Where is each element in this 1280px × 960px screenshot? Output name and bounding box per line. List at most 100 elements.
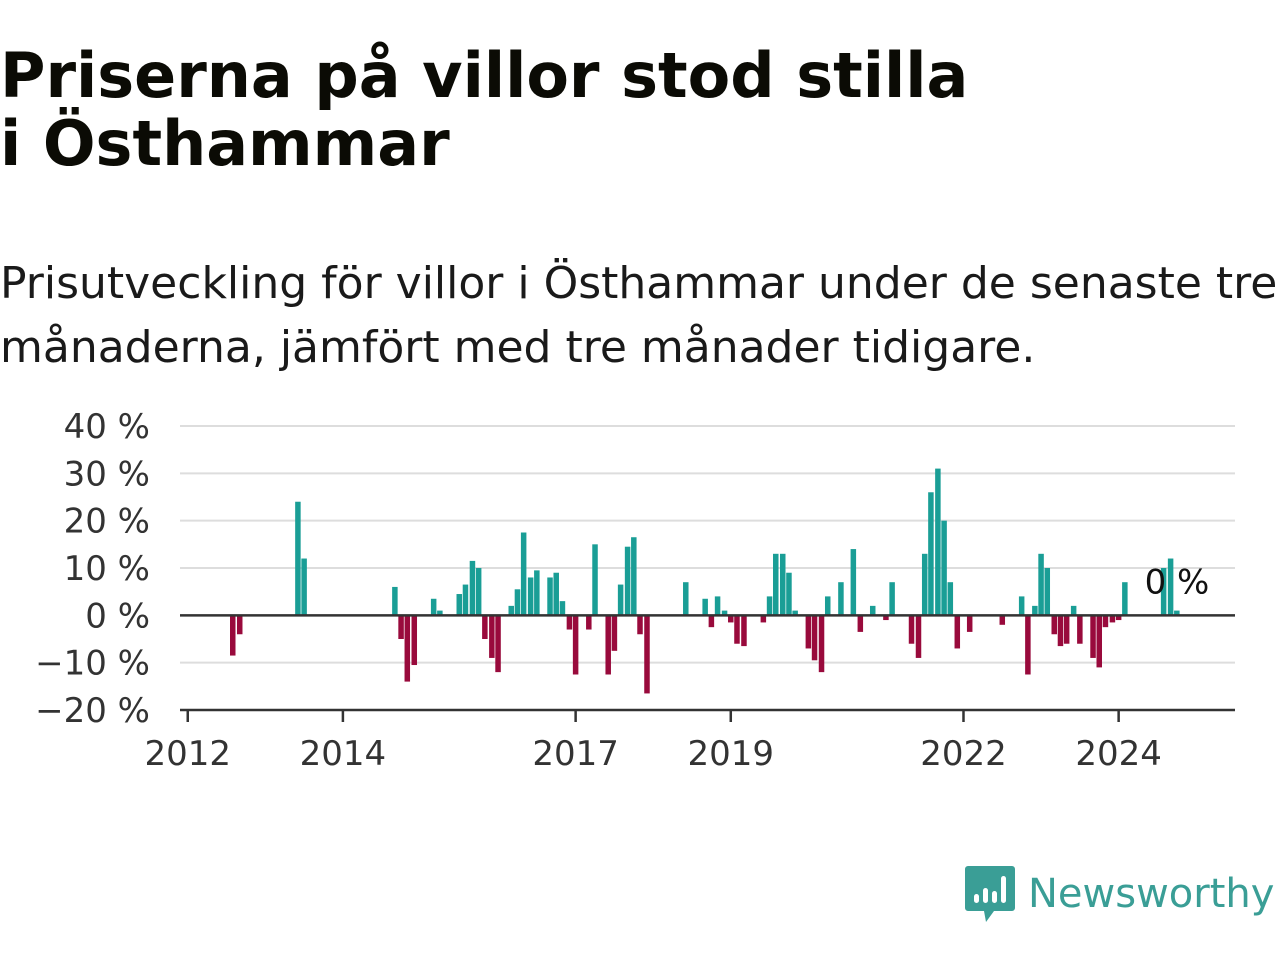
bar [734,615,740,644]
bar [857,615,864,632]
bar [592,544,598,616]
bar [928,492,934,616]
bar [1174,610,1180,616]
x-tick-label: 2024 [1075,734,1162,774]
x-tick-label: 2017 [532,734,619,774]
bar [469,560,476,616]
bar [1167,558,1174,616]
bar [824,596,831,616]
bar [889,582,895,616]
bar [230,615,236,656]
bar [1038,553,1044,616]
bar [1077,615,1083,644]
bar [644,615,650,694]
bar [508,605,514,616]
bar [1160,568,1167,616]
bar [1115,615,1122,621]
bar [792,610,798,616]
bar [773,553,779,616]
gridlines [180,425,1235,711]
bar [741,615,747,647]
bar [295,501,301,616]
bar [760,615,767,623]
bar [721,610,728,616]
bar [954,615,961,649]
chart-subtitle: Prisutveckling för villor i Östhammar un… [0,258,1278,373]
y-tick-label: 0 % [85,596,150,636]
bar [786,572,792,616]
bar [1109,615,1116,623]
bar [702,598,708,616]
bars [230,468,1180,694]
bar [1063,615,1070,644]
bar [404,615,411,682]
bar [714,596,721,616]
bar [301,558,307,616]
bar [999,615,1006,625]
bar [617,584,624,616]
y-tick-label: 30 % [64,454,150,494]
bar [850,549,857,616]
bar [456,594,463,616]
bar [398,615,404,639]
bar [921,553,928,616]
bar [437,610,443,616]
bar [1102,615,1109,628]
newsworthy-logo-icon [965,866,1015,922]
bar [547,577,553,616]
x-tick-label: 2012 [144,734,231,774]
page-title: Priserna på villor stod stilla i Östhamm… [0,39,969,180]
bar [1096,615,1102,668]
bar [947,582,954,616]
y-tick-label: 10 % [64,549,150,589]
bar [624,546,631,616]
bar [1044,568,1051,616]
bar [411,615,418,666]
bar [631,537,637,616]
bar [883,615,889,621]
bar [527,577,534,616]
bar [728,615,734,623]
bar [683,582,689,616]
bar [572,615,579,675]
bar [1051,615,1057,635]
y-axis-labels: −20 % −10 % 0 % 10 % 20 % 30 % 40 % [35,407,150,731]
bar [1025,615,1031,675]
bar [392,586,398,616]
bar [637,615,643,635]
bar [430,598,437,616]
bar [482,615,488,639]
bar [1070,605,1077,616]
bar [559,601,566,616]
bar [915,615,922,658]
bar [520,532,527,616]
latest-value-annotation: 0 % [1145,562,1210,602]
bar [1018,596,1025,616]
bar [489,615,495,658]
bar [780,553,786,616]
bar [811,615,818,661]
bar [818,615,825,673]
bar [708,615,715,628]
axes [180,614,1235,722]
bar [935,468,941,616]
bar [838,582,844,616]
bar [908,615,915,644]
bar [869,605,876,616]
x-axis-labels: 2012 2014 2017 2019 2022 2024 [144,734,1161,774]
bar [514,589,521,616]
bar [805,615,812,649]
bar [1032,605,1038,616]
bar-chart: −20 %−10 %0 %10 %20 %30 %40 % 2012 2014 20… [35,407,1235,774]
bar [534,570,540,616]
bar [941,520,947,616]
y-tick-label: −20 % [35,691,150,731]
bar [553,572,559,616]
y-tick-label: 40 % [64,407,150,447]
brand-name: Newsworthy [1028,871,1275,917]
x-tick-label: 2014 [300,734,387,774]
x-tick-label: 2019 [688,734,775,774]
bar [236,615,243,635]
x-tick-label: 2022 [920,734,1007,774]
bar [611,615,618,651]
